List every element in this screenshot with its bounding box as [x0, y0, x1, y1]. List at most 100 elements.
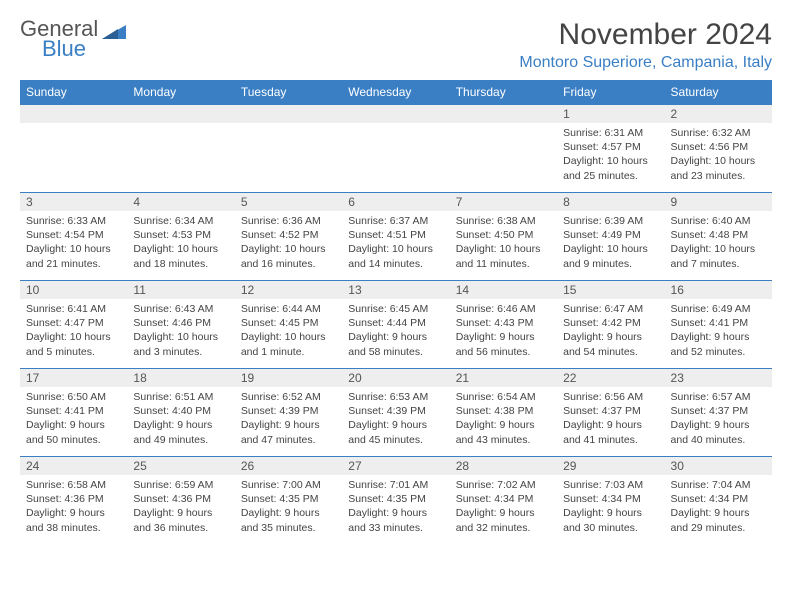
- sunrise-text: Sunrise: 6:56 AM: [563, 390, 658, 404]
- daylight-text: Daylight: 10 hours and 5 minutes.: [26, 330, 121, 358]
- header: General Blue November 2024 Montoro Super…: [20, 18, 772, 72]
- day-number: 7: [450, 193, 557, 211]
- calendar-day-cell: 21Sunrise: 6:54 AMSunset: 4:38 PMDayligh…: [450, 369, 557, 457]
- calendar-day-cell: 7Sunrise: 6:38 AMSunset: 4:50 PMDaylight…: [450, 193, 557, 281]
- sunrise-text: Sunrise: 6:32 AM: [671, 126, 766, 140]
- daylight-text: Daylight: 10 hours and 3 minutes.: [133, 330, 228, 358]
- sunrise-text: Sunrise: 6:44 AM: [241, 302, 336, 316]
- daylight-text: Daylight: 9 hours and 32 minutes.: [456, 506, 551, 534]
- calendar-day-cell: [20, 105, 127, 193]
- calendar-day-cell: 11Sunrise: 6:43 AMSunset: 4:46 PMDayligh…: [127, 281, 234, 369]
- calendar-day-cell: 15Sunrise: 6:47 AMSunset: 4:42 PMDayligh…: [557, 281, 664, 369]
- day-details: Sunrise: 6:52 AMSunset: 4:39 PMDaylight:…: [235, 387, 342, 451]
- daylight-text: Daylight: 10 hours and 14 minutes.: [348, 242, 443, 270]
- sunset-text: Sunset: 4:56 PM: [671, 140, 766, 154]
- day-number: 22: [557, 369, 664, 387]
- sunrise-text: Sunrise: 7:03 AM: [563, 478, 658, 492]
- day-details: Sunrise: 7:04 AMSunset: 4:34 PMDaylight:…: [665, 475, 772, 539]
- sunrise-text: Sunrise: 6:50 AM: [26, 390, 121, 404]
- calendar-day-cell: 17Sunrise: 6:50 AMSunset: 4:41 PMDayligh…: [20, 369, 127, 457]
- sunrise-text: Sunrise: 6:45 AM: [348, 302, 443, 316]
- weekday-header: Monday: [127, 80, 234, 105]
- daylight-text: Daylight: 10 hours and 7 minutes.: [671, 242, 766, 270]
- calendar-week-row: 17Sunrise: 6:50 AMSunset: 4:41 PMDayligh…: [20, 369, 772, 457]
- sunset-text: Sunset: 4:57 PM: [563, 140, 658, 154]
- sunset-text: Sunset: 4:42 PM: [563, 316, 658, 330]
- sunset-text: Sunset: 4:35 PM: [348, 492, 443, 506]
- sunrise-text: Sunrise: 6:52 AM: [241, 390, 336, 404]
- calendar-day-cell: [450, 105, 557, 193]
- day-number: 25: [127, 457, 234, 475]
- day-details: Sunrise: 6:51 AMSunset: 4:40 PMDaylight:…: [127, 387, 234, 451]
- day-details: Sunrise: 7:01 AMSunset: 4:35 PMDaylight:…: [342, 475, 449, 539]
- calendar-day-cell: 2Sunrise: 6:32 AMSunset: 4:56 PMDaylight…: [665, 105, 772, 193]
- daylight-text: Daylight: 9 hours and 47 minutes.: [241, 418, 336, 446]
- day-details: Sunrise: 7:03 AMSunset: 4:34 PMDaylight:…: [557, 475, 664, 539]
- calendar-day-cell: 22Sunrise: 6:56 AMSunset: 4:37 PMDayligh…: [557, 369, 664, 457]
- sunset-text: Sunset: 4:43 PM: [456, 316, 551, 330]
- calendar-day-cell: [235, 105, 342, 193]
- calendar-table: Sunday Monday Tuesday Wednesday Thursday…: [20, 80, 772, 545]
- calendar-day-cell: 4Sunrise: 6:34 AMSunset: 4:53 PMDaylight…: [127, 193, 234, 281]
- sunrise-text: Sunrise: 6:34 AM: [133, 214, 228, 228]
- sunrise-text: Sunrise: 6:38 AM: [456, 214, 551, 228]
- day-details: Sunrise: 6:43 AMSunset: 4:46 PMDaylight:…: [127, 299, 234, 363]
- daylight-text: Daylight: 9 hours and 30 minutes.: [563, 506, 658, 534]
- page-title: November 2024: [519, 18, 772, 52]
- blank-day-header: [450, 105, 557, 123]
- day-details: Sunrise: 6:53 AMSunset: 4:39 PMDaylight:…: [342, 387, 449, 451]
- daylight-text: Daylight: 9 hours and 41 minutes.: [563, 418, 658, 446]
- day-number: 9: [665, 193, 772, 211]
- calendar-day-cell: 10Sunrise: 6:41 AMSunset: 4:47 PMDayligh…: [20, 281, 127, 369]
- logo-word-blue: Blue: [42, 38, 98, 60]
- sunrise-text: Sunrise: 6:40 AM: [671, 214, 766, 228]
- day-number: 23: [665, 369, 772, 387]
- daylight-text: Daylight: 9 hours and 50 minutes.: [26, 418, 121, 446]
- weekday-header: Thursday: [450, 80, 557, 105]
- logo: General Blue: [20, 18, 128, 60]
- day-details: Sunrise: 7:00 AMSunset: 4:35 PMDaylight:…: [235, 475, 342, 539]
- daylight-text: Daylight: 9 hours and 38 minutes.: [26, 506, 121, 534]
- calendar-day-cell: 23Sunrise: 6:57 AMSunset: 4:37 PMDayligh…: [665, 369, 772, 457]
- sunrise-text: Sunrise: 6:54 AM: [456, 390, 551, 404]
- sunrise-text: Sunrise: 6:41 AM: [26, 302, 121, 316]
- sunset-text: Sunset: 4:35 PM: [241, 492, 336, 506]
- daylight-text: Daylight: 10 hours and 1 minute.: [241, 330, 336, 358]
- daylight-text: Daylight: 9 hours and 33 minutes.: [348, 506, 443, 534]
- day-details: Sunrise: 6:38 AMSunset: 4:50 PMDaylight:…: [450, 211, 557, 275]
- day-details: Sunrise: 6:46 AMSunset: 4:43 PMDaylight:…: [450, 299, 557, 363]
- blank-day-header: [342, 105, 449, 123]
- day-details: Sunrise: 6:40 AMSunset: 4:48 PMDaylight:…: [665, 211, 772, 275]
- sunrise-text: Sunrise: 7:00 AM: [241, 478, 336, 492]
- day-number: 19: [235, 369, 342, 387]
- sunrise-text: Sunrise: 7:02 AM: [456, 478, 551, 492]
- day-number: 13: [342, 281, 449, 299]
- sunset-text: Sunset: 4:34 PM: [563, 492, 658, 506]
- day-details: Sunrise: 6:36 AMSunset: 4:52 PMDaylight:…: [235, 211, 342, 275]
- day-number: 21: [450, 369, 557, 387]
- day-details: Sunrise: 6:44 AMSunset: 4:45 PMDaylight:…: [235, 299, 342, 363]
- day-details: Sunrise: 6:59 AMSunset: 4:36 PMDaylight:…: [127, 475, 234, 539]
- sunrise-text: Sunrise: 6:59 AM: [133, 478, 228, 492]
- sunrise-text: Sunrise: 6:49 AM: [671, 302, 766, 316]
- calendar-day-cell: 25Sunrise: 6:59 AMSunset: 4:36 PMDayligh…: [127, 457, 234, 545]
- sunrise-text: Sunrise: 6:36 AM: [241, 214, 336, 228]
- daylight-text: Daylight: 10 hours and 25 minutes.: [563, 154, 658, 182]
- daylight-text: Daylight: 9 hours and 56 minutes.: [456, 330, 551, 358]
- day-number: 20: [342, 369, 449, 387]
- day-details: Sunrise: 6:33 AMSunset: 4:54 PMDaylight:…: [20, 211, 127, 275]
- calendar-day-cell: 19Sunrise: 6:52 AMSunset: 4:39 PMDayligh…: [235, 369, 342, 457]
- sunrise-text: Sunrise: 6:37 AM: [348, 214, 443, 228]
- day-number: 30: [665, 457, 772, 475]
- sunset-text: Sunset: 4:52 PM: [241, 228, 336, 242]
- calendar-page: General Blue November 2024 Montoro Super…: [0, 0, 792, 563]
- day-details: Sunrise: 6:37 AMSunset: 4:51 PMDaylight:…: [342, 211, 449, 275]
- calendar-day-cell: 20Sunrise: 6:53 AMSunset: 4:39 PMDayligh…: [342, 369, 449, 457]
- calendar-week-row: 10Sunrise: 6:41 AMSunset: 4:47 PMDayligh…: [20, 281, 772, 369]
- sunset-text: Sunset: 4:37 PM: [563, 404, 658, 418]
- daylight-text: Daylight: 10 hours and 23 minutes.: [671, 154, 766, 182]
- day-details: Sunrise: 6:56 AMSunset: 4:37 PMDaylight:…: [557, 387, 664, 451]
- daylight-text: Daylight: 9 hours and 40 minutes.: [671, 418, 766, 446]
- sunset-text: Sunset: 4:36 PM: [26, 492, 121, 506]
- sunset-text: Sunset: 4:47 PM: [26, 316, 121, 330]
